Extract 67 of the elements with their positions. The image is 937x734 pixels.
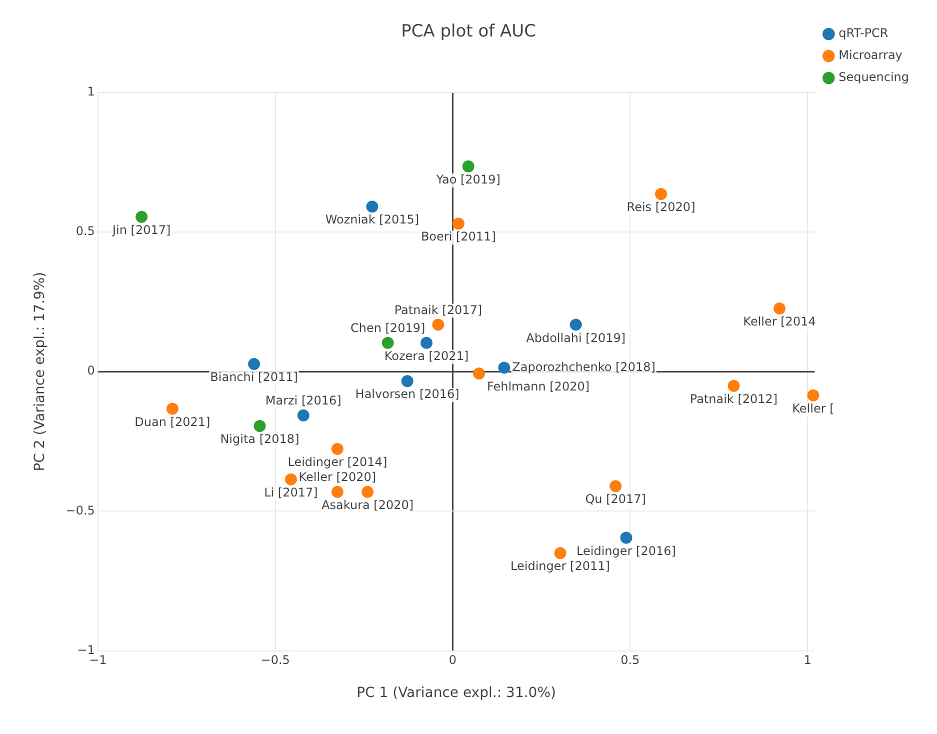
- point: [284, 473, 297, 486]
- annotation: Wozniak [2015]: [325, 212, 420, 227]
- y-tick-label: 1: [87, 84, 95, 99]
- y-tick-label: −0.5: [66, 503, 95, 518]
- annotation: Boeri [2011]: [420, 230, 496, 244]
- y-axis-title: PC 2 (Variance expl.: 17.9%): [32, 272, 48, 472]
- y-tick-label: 0: [87, 364, 95, 378]
- point: [472, 368, 485, 380]
- annotation: Patnaik [2012]: [690, 392, 778, 406]
- annotation: Asakura [2020]: [322, 498, 414, 512]
- annotation: Kozera [2021]: [384, 348, 469, 363]
- annotation: Reis [2020]: [626, 200, 696, 214]
- point: [498, 362, 510, 374]
- point: [297, 409, 310, 422]
- y-tick-label: −1: [77, 642, 95, 657]
- x-tick-label: 0.5: [620, 653, 640, 668]
- point: [774, 302, 786, 314]
- point: [620, 532, 632, 544]
- point: [462, 160, 474, 172]
- point: [570, 318, 582, 331]
- annotation: Fehlmann [2020]: [486, 380, 590, 394]
- point: [728, 380, 740, 392]
- annotation: Keller [2020]: [298, 470, 376, 484]
- point: [331, 442, 344, 455]
- annotation: Li [2017]: [264, 485, 318, 500]
- chart-title: PCA plot of AUC: [401, 22, 536, 42]
- y-tick-label: 0.5: [76, 224, 95, 238]
- point: [254, 420, 266, 432]
- point: [610, 480, 622, 492]
- annotation: Zaporozhchenko [2018]: [512, 360, 656, 374]
- annotation: Keller [: [792, 401, 834, 416]
- annotation: Qu [2017]: [585, 492, 646, 506]
- point: [136, 210, 148, 223]
- x-axis-title: PC 1 (Variance expl.: 31.0%): [356, 685, 556, 702]
- x-tick-label: −0.5: [260, 653, 290, 668]
- annotation: Abdollahi [2019]: [526, 330, 626, 345]
- point: [554, 547, 566, 560]
- annotation: Bianchi [2011]: [210, 370, 298, 384]
- legend-label: Microarray: [838, 48, 902, 62]
- point: [807, 389, 820, 402]
- annotation: Chen [2019]: [350, 320, 426, 335]
- annotation: Nigita [2018]: [220, 432, 300, 446]
- annotation: Jin [2017]: [111, 223, 171, 238]
- annotation: Leidinger [2014]: [288, 455, 388, 470]
- point: [366, 200, 378, 213]
- annotation: Marzi [2016]: [265, 394, 342, 408]
- point: [248, 358, 260, 370]
- point: [452, 218, 464, 230]
- legend-label: qRT-PCR: [838, 26, 888, 40]
- annotation: Halvorsen [2016]: [355, 387, 460, 402]
- point: [401, 375, 414, 388]
- point: [382, 336, 394, 349]
- annotation: Keller [2014: [743, 314, 816, 329]
- point: [331, 486, 344, 498]
- annotation: Yao [2019]: [435, 172, 500, 187]
- point: [432, 318, 444, 331]
- point: [362, 486, 374, 498]
- x-tick-label: 0: [448, 653, 457, 668]
- annotation: Duan [2021]: [134, 414, 210, 429]
- annotation: Leidinger [2016]: [576, 544, 676, 558]
- annotation: Leidinger [2011]: [510, 559, 610, 574]
- point: [166, 402, 178, 415]
- point: [655, 188, 668, 200]
- point: [420, 336, 432, 349]
- annotation: Patnaik [2017]: [394, 302, 482, 317]
- legend-label: Sequencing: [838, 70, 910, 84]
- x-tick-label: 1: [804, 653, 812, 668]
